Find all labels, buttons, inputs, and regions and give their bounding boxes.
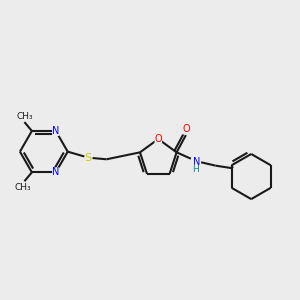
Text: H: H <box>192 165 199 174</box>
Text: N: N <box>52 126 59 136</box>
Text: O: O <box>154 134 162 144</box>
Text: O: O <box>182 124 190 134</box>
Text: N: N <box>194 157 201 166</box>
Text: N: N <box>52 167 59 177</box>
Text: CH₃: CH₃ <box>14 183 31 192</box>
Text: S: S <box>85 153 92 163</box>
Text: CH₃: CH₃ <box>16 112 33 121</box>
